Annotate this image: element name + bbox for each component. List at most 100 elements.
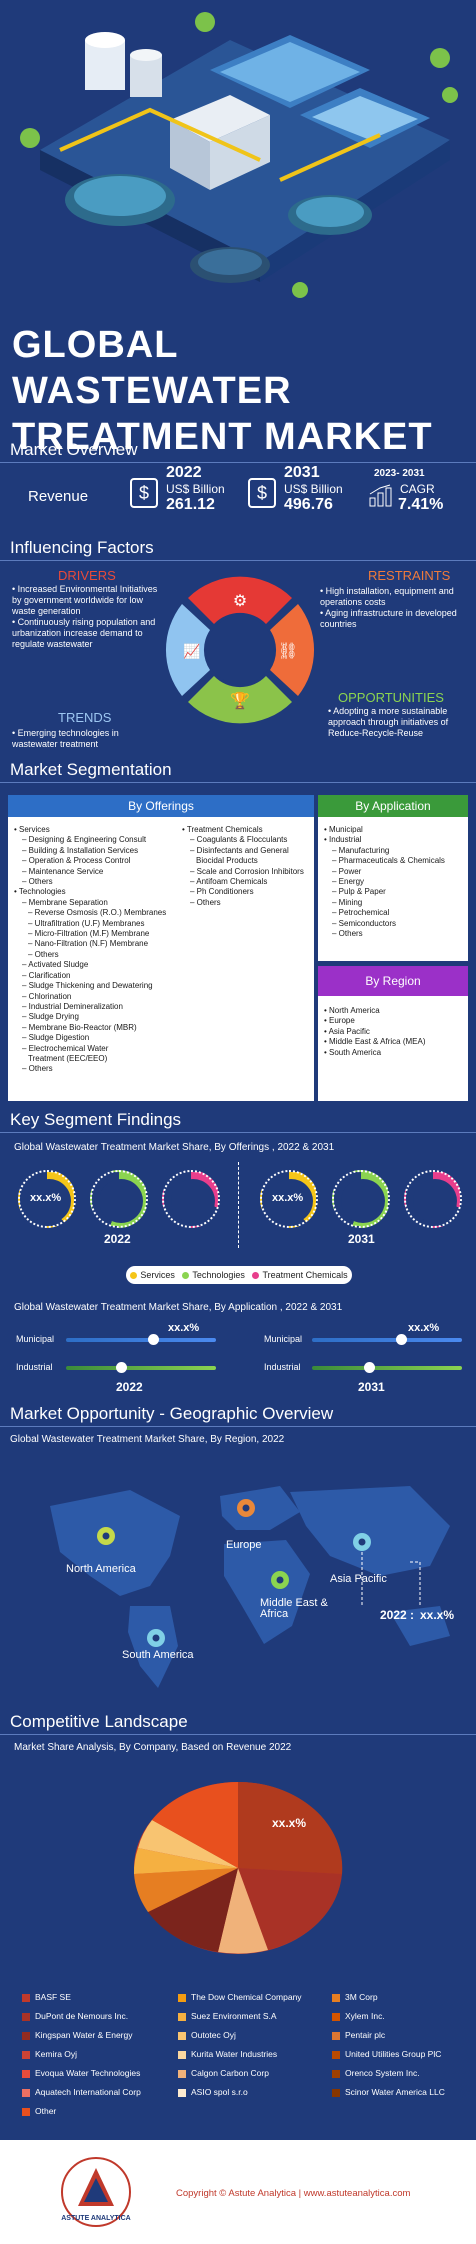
driver-item: • Continuously rising population and urb… <box>12 617 156 649</box>
offerings-panel: By Offerings • Services – Designing & Eng… <box>8 795 314 1101</box>
industrial-2031-marker <box>364 1362 375 1373</box>
legend-swatch <box>22 2107 30 2116</box>
unit-2022: US$ Billion <box>166 482 225 496</box>
geographic-overview-heading: Market Opportunity - Geographic Overview <box>10 1404 334 1423</box>
industrial-label: Industrial <box>264 1362 301 1372</box>
municipal-2022-bar <box>66 1338 216 1342</box>
municipal-2031-bar <box>312 1338 462 1342</box>
segment-item: – Industrial Demineralization <box>22 1001 123 1011</box>
drivers-list: • Increased Environmental Initiatives by… <box>12 584 162 650</box>
cagr-label: CAGR <box>400 482 435 496</box>
money-bag-icon: $ <box>130 478 158 508</box>
divider <box>0 560 476 561</box>
region-list: • North America • Europe • Asia Pacific • M… <box>320 1006 466 1058</box>
technologies-2022-donut <box>90 1170 148 1228</box>
segment-item: – Clarification <box>22 970 71 980</box>
company-name: Kurita Water Industries <box>191 2049 278 2059</box>
company-name: Kingspan Water & Energy <box>35 2030 133 2040</box>
company-legend-item: The Dow Chemical Company <box>178 1992 302 2002</box>
segment-item: – Membrane Separation <box>22 897 108 907</box>
company-legend-item: Evoqua Water Technologies <box>22 2068 140 2078</box>
influencing-factors-heading: Influencing Factors <box>10 538 154 557</box>
offerings-header: By Offerings <box>8 795 314 817</box>
company-legend-item: Outotec Oyj <box>178 2030 236 2040</box>
municipal-2022-marker <box>148 1334 159 1345</box>
pie-value-label: xx.x% <box>272 1816 307 1830</box>
astute-analytica-logo: ASTUTE ANALYTICA <box>61 2157 131 2227</box>
slider-value: xx.x% <box>408 1322 440 1334</box>
market-segmentation-heading: Market Segmentation <box>10 760 172 779</box>
market-overview-heading: Market Overview <box>10 440 138 459</box>
legend-swatch <box>332 1993 340 2002</box>
company-name: Outotec Oyj <box>191 2030 236 2040</box>
company-legend-item: Calgon Carbon Corp <box>178 2068 269 2078</box>
application-list: • Municipal • Industrial – Manufacturing – … <box>320 825 466 939</box>
legend-swatch <box>178 2050 186 2059</box>
location-pin-icon <box>237 1499 255 1517</box>
geo-callout-year: 2022 : <box>380 1608 415 1622</box>
segment-item: – Ultrafiltration (U.F) Membranes <box>28 918 145 928</box>
year-label-2031: 2031 <box>348 1232 375 1246</box>
company-name: DuPont de Nemours Inc. <box>35 2011 129 2021</box>
slider-value: xx.x% <box>168 1322 200 1334</box>
segment-item: • Industrial <box>324 835 362 845</box>
segment-item: Treatment (EEC/EEO) <box>28 1053 108 1063</box>
competitive-landscape-heading: Competitive Landscape <box>10 1712 188 1731</box>
legend-swatch <box>22 1993 30 2002</box>
segment-item: • Treatment Chemicals <box>182 825 263 834</box>
company-legend-item: DuPont de Nemours Inc. <box>22 2011 128 2021</box>
value-2022: 261.12 <box>166 496 215 513</box>
company-legend-item: United Utilities Group PlC <box>332 2049 441 2059</box>
company-name: Calgon Carbon Corp <box>191 2068 269 2078</box>
offerings-column-2: • Treatment Chemicals – Coagulants & Floc… <box>178 825 314 908</box>
application-share-subtitle: Global Wastewater Treatment Market Share… <box>14 1302 343 1313</box>
restraints-title: RESTRAINTS <box>368 568 451 583</box>
footer: ASTUTE ANALYTICA Copyright © Astute Anal… <box>0 2140 476 2244</box>
factors-wheel: ⚙ ⛓ 🏆 📈 <box>165 576 315 724</box>
divider <box>238 1162 239 1248</box>
services-2022-donut <box>18 1170 76 1228</box>
segment-item: • South America <box>324 1047 382 1057</box>
legend-swatch <box>332 2012 340 2021</box>
company-name: Evoqua Water Technologies <box>35 2068 141 2078</box>
legend-swatch <box>332 2069 340 2078</box>
cagr-period: 2023- 2031 <box>374 468 425 479</box>
year-label-2022: 2022 <box>116 1380 143 1394</box>
segment-item: – Others <box>22 1064 53 1074</box>
geo-callout-value: xx.x% <box>420 1608 455 1622</box>
south-america-label: South America <box>122 1649 194 1661</box>
company-legend-item: Other <box>22 2106 56 2116</box>
gears-icon: ⚙ <box>233 593 247 610</box>
year-label-2022: 2022 <box>104 1232 131 1246</box>
trend-chart-icon: 📈 <box>183 643 200 660</box>
segment-item: – Others <box>190 897 221 907</box>
segment-item: – Coagulants & Flocculants <box>190 835 288 845</box>
segment-item: – Others <box>332 929 363 939</box>
drivers-title: DRIVERS <box>58 568 116 583</box>
legend-swatch <box>22 2050 30 2059</box>
legend-swatch <box>332 2088 340 2097</box>
growth-chart-icon <box>369 484 392 507</box>
location-pin-icon <box>97 1527 115 1545</box>
application-panel: By Application • Municipal • Industrial – … <box>318 795 468 961</box>
segment-item: – Disinfectants and General <box>190 845 289 855</box>
unit-2031: US$ Billion <box>284 482 343 496</box>
company-name: BASF SE <box>35 1992 71 2002</box>
legend-swatch <box>178 2069 186 2078</box>
divider <box>0 1132 476 1133</box>
value-2031: 496.76 <box>284 496 333 513</box>
driver-item: • Increased Environmental Initiatives by… <box>12 584 158 616</box>
application-header: By Application <box>318 795 468 817</box>
company-name: Aquatech International Corp <box>35 2087 141 2097</box>
company-name: 3M Corp <box>345 1992 378 2002</box>
company-name: Suez Environment S.A <box>191 2011 277 2021</box>
location-pin-icon <box>271 1571 289 1589</box>
offerings-column-1: • Services – Designing & Engineering Cons… <box>10 825 180 1075</box>
company-legend-item: Kemira Oyj <box>22 2049 77 2059</box>
segment-item: – Pulp & Paper <box>332 887 386 897</box>
world-map <box>50 1486 450 1688</box>
restraint-item: • High installation, equipment and opera… <box>320 586 454 607</box>
segment-item: – Activated Sludge <box>22 960 89 970</box>
industrial-2022-bar <box>66 1366 216 1370</box>
industrial-2031-bar <box>312 1366 462 1370</box>
